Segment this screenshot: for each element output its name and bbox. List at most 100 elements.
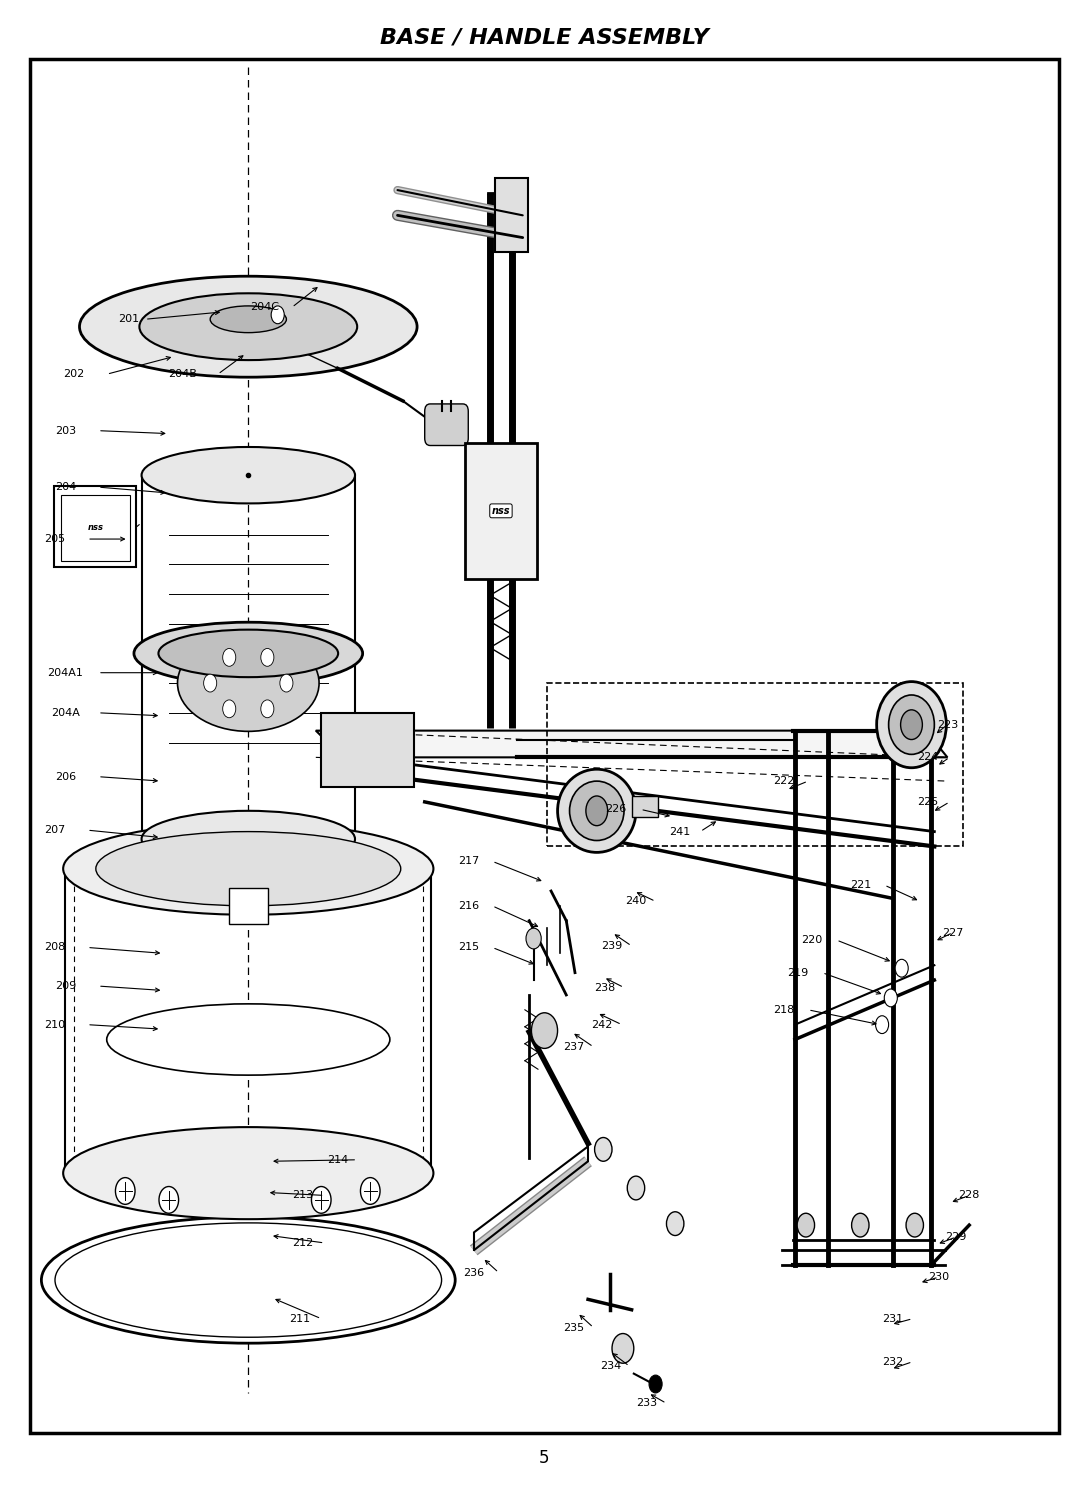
Text: 207: 207 — [44, 826, 65, 835]
Circle shape — [666, 1212, 684, 1236]
Text: 232: 232 — [882, 1357, 904, 1366]
Circle shape — [852, 1213, 869, 1237]
Text: 228: 228 — [958, 1191, 980, 1200]
Text: 224: 224 — [917, 753, 939, 762]
Text: 212: 212 — [292, 1238, 314, 1247]
Text: 205: 205 — [44, 535, 65, 544]
Text: 226: 226 — [604, 805, 626, 814]
Text: 227: 227 — [942, 928, 964, 937]
Text: 204A: 204A — [51, 708, 79, 717]
Text: 225: 225 — [917, 797, 939, 806]
Circle shape — [261, 699, 273, 717]
FancyBboxPatch shape — [425, 404, 468, 446]
Text: 238: 238 — [594, 983, 615, 992]
Circle shape — [261, 649, 274, 667]
Ellipse shape — [159, 630, 338, 677]
Circle shape — [876, 1016, 889, 1034]
Circle shape — [906, 1213, 923, 1237]
Circle shape — [360, 1178, 380, 1204]
Circle shape — [895, 959, 908, 977]
Text: 218: 218 — [773, 1005, 795, 1014]
Ellipse shape — [178, 634, 319, 731]
Circle shape — [595, 1138, 612, 1161]
Ellipse shape — [63, 1127, 433, 1219]
Text: 223: 223 — [937, 720, 958, 729]
Circle shape — [280, 674, 293, 692]
Text: 215: 215 — [457, 943, 479, 952]
Bar — [632, 796, 658, 817]
Bar — [547, 683, 963, 846]
Circle shape — [159, 1187, 179, 1213]
Ellipse shape — [79, 276, 417, 377]
Circle shape — [531, 1013, 558, 1048]
Circle shape — [271, 306, 284, 324]
Text: 241: 241 — [669, 827, 690, 836]
Ellipse shape — [134, 622, 363, 685]
Ellipse shape — [41, 1218, 455, 1342]
Bar — [465, 443, 537, 579]
Circle shape — [884, 989, 897, 1007]
Bar — [54, 486, 136, 567]
Text: 201: 201 — [118, 315, 139, 324]
Text: 221: 221 — [849, 881, 871, 890]
Circle shape — [223, 699, 235, 717]
Ellipse shape — [96, 832, 401, 906]
Text: 236: 236 — [463, 1268, 485, 1277]
Bar — [495, 178, 528, 252]
Circle shape — [649, 1375, 662, 1393]
Text: nss: nss — [492, 506, 510, 515]
Text: 235: 235 — [563, 1323, 585, 1332]
Text: 237: 237 — [563, 1042, 585, 1051]
Text: 211: 211 — [289, 1314, 310, 1323]
Text: 204B: 204B — [169, 370, 197, 379]
Circle shape — [586, 796, 608, 826]
Text: 231: 231 — [882, 1314, 904, 1323]
Circle shape — [223, 649, 236, 667]
Ellipse shape — [139, 294, 357, 359]
Text: BASE / HANDLE ASSEMBLY: BASE / HANDLE ASSEMBLY — [380, 27, 709, 48]
Text: 5: 5 — [539, 1449, 550, 1467]
Ellipse shape — [558, 769, 636, 852]
Text: 220: 220 — [800, 936, 822, 944]
Bar — [229, 888, 268, 924]
Ellipse shape — [142, 447, 355, 503]
Circle shape — [627, 1176, 645, 1200]
Text: 242: 242 — [591, 1020, 613, 1029]
Text: 202: 202 — [63, 370, 85, 379]
Text: 209: 209 — [54, 982, 76, 990]
Ellipse shape — [142, 811, 355, 867]
Circle shape — [901, 710, 922, 740]
Text: 206: 206 — [54, 772, 76, 781]
Circle shape — [612, 1334, 634, 1363]
Polygon shape — [316, 731, 947, 757]
Circle shape — [526, 928, 541, 949]
Text: 222: 222 — [773, 777, 795, 786]
Text: 217: 217 — [457, 857, 479, 866]
Text: 203: 203 — [54, 426, 76, 435]
Text: 239: 239 — [601, 941, 623, 950]
Text: 204: 204 — [54, 483, 76, 492]
Ellipse shape — [107, 1004, 390, 1075]
Text: 234: 234 — [600, 1362, 622, 1371]
Ellipse shape — [56, 1224, 442, 1336]
Text: 214: 214 — [327, 1155, 348, 1164]
Circle shape — [797, 1213, 815, 1237]
Ellipse shape — [210, 306, 286, 333]
Text: nss: nss — [87, 523, 103, 532]
Ellipse shape — [889, 695, 934, 754]
Text: 213: 213 — [292, 1191, 314, 1200]
Circle shape — [311, 1187, 331, 1213]
Text: 204C: 204C — [250, 303, 279, 312]
Text: 204A1: 204A1 — [48, 668, 83, 677]
Ellipse shape — [570, 781, 624, 841]
Text: 210: 210 — [44, 1020, 65, 1029]
Ellipse shape — [63, 823, 433, 915]
Text: 229: 229 — [945, 1233, 967, 1241]
Bar — [61, 495, 130, 561]
Bar — [321, 713, 414, 787]
Text: 240: 240 — [625, 897, 647, 906]
Text: 216: 216 — [457, 901, 479, 910]
Text: 230: 230 — [928, 1273, 950, 1282]
Text: 208: 208 — [44, 943, 65, 952]
Circle shape — [204, 674, 217, 692]
